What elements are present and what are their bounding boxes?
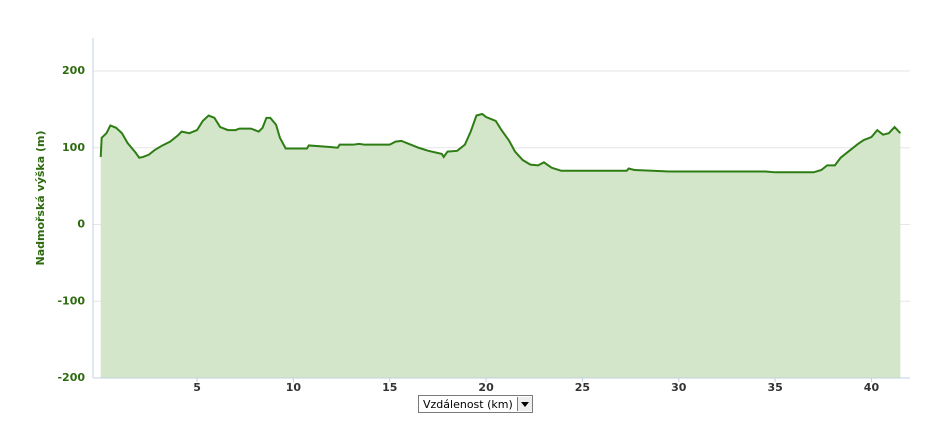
- x-tick-label: 30: [671, 381, 687, 394]
- area: [100, 113, 901, 379]
- x-axis-label[interactable]: Vzdálenost (km): [423, 397, 513, 411]
- y-tick-label: -100: [57, 294, 85, 307]
- x-tick-label: 20: [478, 381, 494, 394]
- line: [99, 112, 902, 174]
- x-axis-select[interactable]: Vzdálenost (km): [418, 395, 533, 413]
- arrow-icon: [520, 401, 529, 407]
- y-axis-label: Nadmořská výška (m): [34, 130, 47, 265]
- y-tick-label: 100: [62, 141, 85, 154]
- y-tick-label: 200: [62, 64, 85, 77]
- x-tick-label: 40: [864, 381, 880, 394]
- x-tick-label: 35: [767, 381, 782, 394]
- y-tick-label: 0: [77, 218, 85, 231]
- y-tick-label: -200: [57, 371, 85, 384]
- x-tick-label: 5: [193, 381, 201, 394]
- dropdown-arrow[interactable]: [516, 397, 532, 411]
- x-tick-label: 15: [382, 381, 397, 394]
- x-tick-label: 10: [286, 381, 302, 394]
- x-tick-label: 25: [575, 381, 590, 394]
